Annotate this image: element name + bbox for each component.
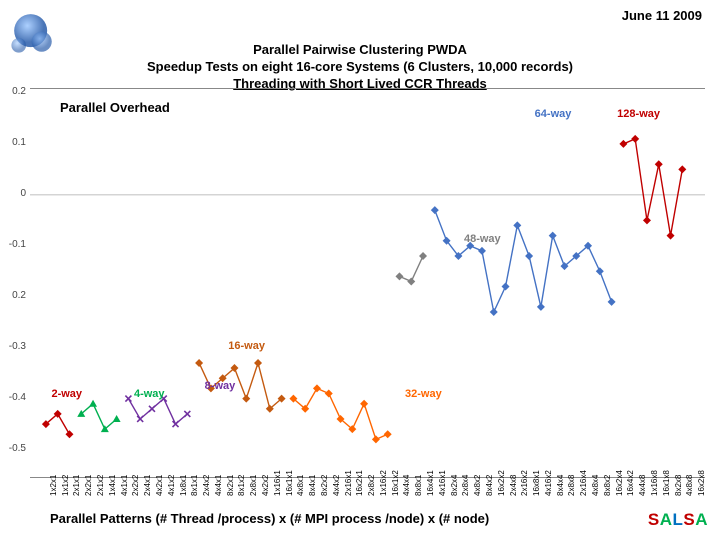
plot-svg (30, 89, 705, 479)
y-axis-label: -0.1 (0, 239, 26, 250)
y-axis-label: -0.3 (0, 341, 26, 352)
y-axis-label: -0.4 (0, 392, 26, 403)
y-axis-label: -0.5 (0, 443, 26, 454)
series-label: 48-way (464, 233, 501, 245)
x-axis-label: 8x1x1 (190, 475, 199, 496)
x-axis-label: 2x4x1 (143, 475, 152, 496)
x-axis-label: 1x1x2 (61, 475, 70, 496)
x-axis-label: 8x4x4 (556, 475, 565, 496)
x-axis-label: 16x2x2 (497, 470, 506, 496)
series-label: 8-way (205, 380, 236, 392)
x-axis-label: 2x4x2 (202, 475, 211, 496)
x-axis-label: 8x2x2 (320, 475, 329, 496)
x-axis-label: 8x8x2 (603, 475, 612, 496)
x-axis-label: 8x2x4 (450, 475, 459, 496)
series-label: 16-way (228, 340, 265, 352)
x-axis-label: 16x1x8 (662, 470, 671, 496)
x-axis-label: 4x4x4 (402, 475, 411, 496)
x-axis-label: 1x16x1 (273, 470, 282, 496)
series-label: 2-way (51, 388, 82, 400)
chart-title: Parallel Pairwise Clustering PWDA Speedu… (0, 42, 720, 93)
x-axis-label: 8x1x2 (237, 475, 246, 496)
x-axis-label: 8x2x8 (674, 475, 683, 496)
x-axis-label: 2x1x2 (96, 475, 105, 496)
x-axis-label: 4x8x8 (685, 475, 694, 496)
x-axis-label: 4x4x1 (214, 475, 223, 496)
y-axis-label: 0.1 (0, 137, 26, 148)
x-axis-label: 16x1x1 (285, 470, 294, 496)
x-axis-label: 2x8x1 (249, 475, 258, 496)
x-axis-label: 16x8x1 (532, 470, 541, 496)
x-axis-label: 8x2x1 (226, 475, 235, 496)
x-axis-label: 2x8x2 (367, 475, 376, 496)
x-axis-label: 4x16x1 (438, 470, 447, 496)
x-axis-label: 2x2x2 (131, 475, 140, 496)
x-axis-label: 1x16x2 (379, 470, 388, 496)
y-axis-label: 0.2 (0, 290, 26, 301)
x-axis-label: 2x1x1 (72, 475, 81, 496)
x-axis-label: 4x1x2 (167, 475, 176, 496)
title-line-1: Parallel Pairwise Clustering PWDA (0, 42, 720, 59)
x-axis-title: Parallel Patterns (# Thread /process) x … (50, 511, 489, 526)
y-axis-label: 0 (0, 188, 26, 199)
title-line-2: Speedup Tests on eight 16-core Systems (… (0, 59, 720, 76)
x-axis-label: 4x2x1 (155, 475, 164, 496)
x-axis-labels: 1x2x11x1x22x1x12x2x12x1x21x4x14x1x12x2x2… (30, 458, 705, 498)
series-label: 4-way (134, 388, 165, 400)
x-axis-label: 8x8x1 (414, 475, 423, 496)
x-axis-label: 1x8x1 (179, 475, 188, 496)
series-label: 64-way (535, 108, 572, 120)
series-label: 128-way (617, 108, 660, 120)
x-axis-label: 4x8x2 (473, 475, 482, 496)
x-axis-label: 2x8x4 (461, 475, 470, 496)
x-axis-label: 4x8x4 (591, 475, 600, 496)
series-label: 32-way (405, 388, 442, 400)
x-axis-label: 16x2x4 (615, 470, 624, 496)
x-axis-label: 4x4x8 (638, 475, 647, 496)
x-axis-label: 16x2x8 (697, 470, 706, 496)
x-axis-label: 16x4x1 (426, 470, 435, 496)
x-axis-label: 2x16x4 (579, 470, 588, 496)
x-axis-label: 2x4x8 (509, 475, 518, 496)
x-axis-label: 4x16x2 (544, 470, 553, 496)
x-axis-label: 16x2x1 (355, 470, 364, 496)
y-axis-label: 0.2 (0, 86, 26, 97)
x-axis-label: 4x2x2 (261, 475, 270, 496)
x-axis-label: 1x2x1 (49, 475, 58, 496)
x-axis-label: 4x4x2 (332, 475, 341, 496)
x-axis-label: 2x8x8 (567, 475, 576, 496)
x-axis-label: 1x4x1 (108, 475, 117, 496)
x-axis-label: 8x4x2 (485, 475, 494, 496)
x-axis-label: 4x1x1 (120, 475, 129, 496)
x-axis-label: 8x4x1 (308, 475, 317, 496)
x-axis-label: 2x16x1 (344, 470, 353, 496)
x-axis-label: 2x2x1 (84, 475, 93, 496)
x-axis-label: 1x16x8 (650, 470, 659, 496)
chart-area (30, 88, 705, 478)
x-axis-label: 16x1x2 (391, 470, 400, 496)
salsa-logo: SALSA (648, 510, 708, 530)
date-text: June 11 2009 (622, 8, 702, 23)
x-axis-label: 16x4x2 (626, 470, 635, 496)
x-axis-label: 2x16x2 (520, 470, 529, 496)
x-axis-label: 4x8x1 (296, 475, 305, 496)
